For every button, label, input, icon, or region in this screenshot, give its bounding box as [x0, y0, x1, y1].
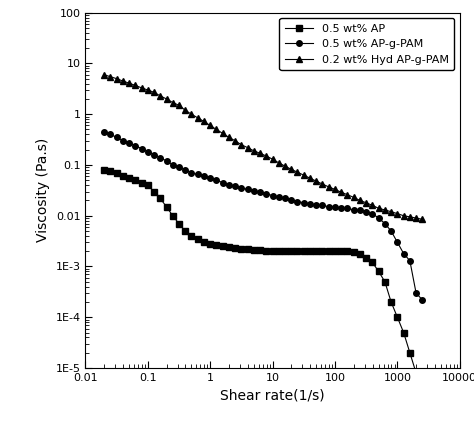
0.2 wt% Hyd AP-g-PAM — [214, 127, 219, 132]
0.5 wt% AP-g-PAM — [295, 199, 301, 204]
0.2 wt% Hyd AP-g-PAM — [419, 217, 425, 222]
0.5 wt% AP — [394, 315, 400, 320]
0.5 wt% AP — [126, 176, 132, 181]
0.5 wt% AP — [251, 247, 256, 253]
X-axis label: Shear rate(1/s): Shear rate(1/s) — [220, 388, 325, 402]
0.5 wt% AP — [307, 249, 313, 254]
0.5 wt% AP-g-PAM — [307, 201, 313, 206]
Legend: 0.5 wt% AP, 0.5 wt% AP-g-PAM, 0.2 wt% Hyd AP-g-PAM: 0.5 wt% AP, 0.5 wt% AP-g-PAM, 0.2 wt% Hy… — [280, 18, 454, 71]
0.2 wt% Hyd AP-g-PAM — [101, 72, 107, 77]
0.2 wt% Hyd AP-g-PAM — [295, 170, 301, 175]
Y-axis label: Viscosity (Pa.s): Viscosity (Pa.s) — [36, 138, 50, 242]
0.2 wt% Hyd AP-g-PAM — [251, 148, 256, 154]
Line: 0.2 wt% Hyd AP-g-PAM: 0.2 wt% Hyd AP-g-PAM — [101, 72, 425, 222]
0.5 wt% AP-g-PAM — [214, 178, 219, 183]
0.5 wt% AP-g-PAM — [251, 188, 256, 193]
0.5 wt% AP-g-PAM — [101, 129, 107, 135]
0.5 wt% AP-g-PAM — [394, 240, 400, 245]
0.5 wt% AP-g-PAM — [126, 140, 132, 146]
0.2 wt% Hyd AP-g-PAM — [126, 80, 132, 85]
0.5 wt% AP — [295, 249, 301, 254]
0.5 wt% AP — [419, 392, 425, 397]
0.5 wt% AP — [214, 243, 219, 248]
0.5 wt% AP-g-PAM — [419, 297, 425, 302]
0.2 wt% Hyd AP-g-PAM — [394, 211, 400, 216]
0.2 wt% Hyd AP-g-PAM — [307, 176, 313, 181]
Line: 0.5 wt% AP-g-PAM: 0.5 wt% AP-g-PAM — [101, 129, 425, 302]
0.5 wt% AP — [101, 168, 107, 173]
Line: 0.5 wt% AP: 0.5 wt% AP — [101, 167, 425, 397]
